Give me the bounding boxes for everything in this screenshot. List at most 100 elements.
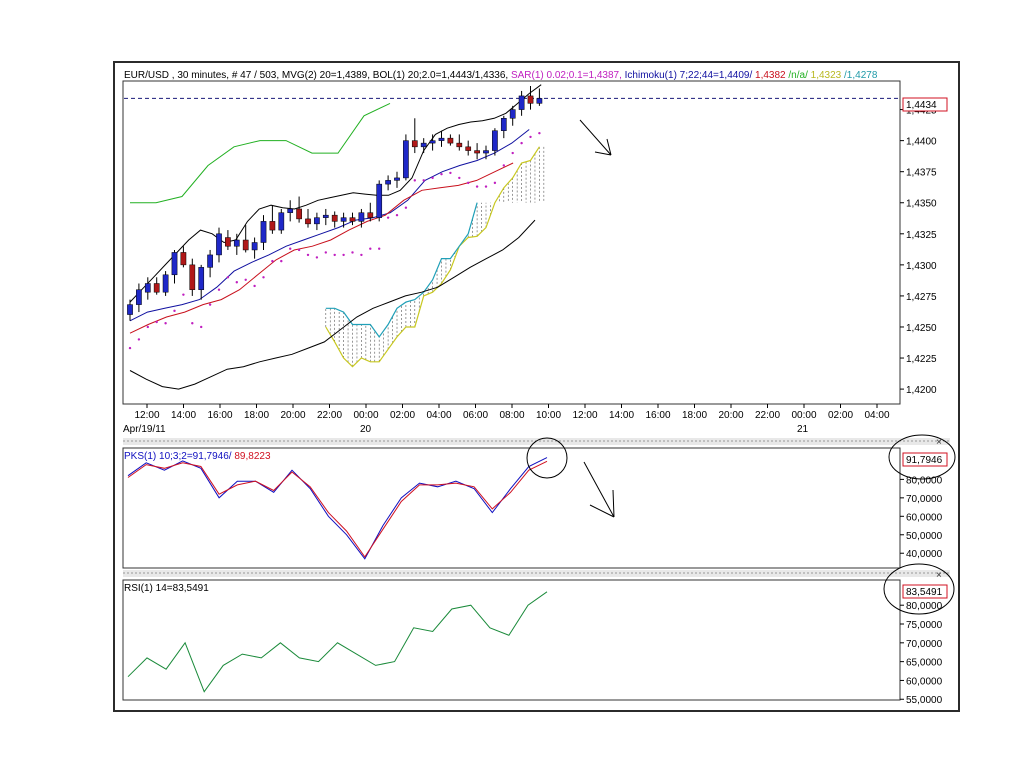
sar-dot [315,256,319,259]
close-rsi-panel-icon[interactable]: × [936,570,942,581]
time-tick-label: 18:00 [244,410,269,421]
header-ichimoku-kijun: 1,4382 [755,70,786,81]
senkou-span-b-line [325,202,478,338]
time-tick-label: 04:00 [426,410,451,421]
sar-dot [520,141,523,145]
sar-dot [208,303,212,306]
sar-dot [511,151,514,155]
candle-up [207,254,213,268]
time-tick-label: 22:00 [317,410,342,421]
pks-value-box [902,452,948,467]
candle-up [385,180,391,185]
rsi-tick-label: 70,0000 [906,639,943,650]
price-tick-label: 1,4200 [906,385,937,396]
candle-up [492,130,498,151]
candle-up [322,214,329,218]
rsi-tick-label: 60,0000 [906,676,943,687]
sar-dot [369,247,372,250]
rsi-plot-layer: 80,0000 75,0000 70,0000 65,0000 60,0000 55,00… [127,591,943,706]
sar-dot [395,213,399,217]
rsi-tick-label: 75,0000 [906,620,943,631]
time-tick-label: 00:00 [353,410,378,421]
sar-dot [440,172,443,176]
sar-dot [289,247,292,250]
candle-up [287,208,294,213]
annotation-circle-pks-peak [526,437,568,479]
last-price-box [902,97,948,112]
price-tick-label: 1,4250 [906,323,937,334]
header-bol: BOL(1) 20;2.0=1,4443/1,4336, [373,70,508,81]
time-tick-label: 12:00 [572,410,597,421]
candle-up [420,142,427,148]
candle-up [136,289,142,305]
sar-dot [226,276,230,279]
pks-tick-label: 50,0000 [906,531,943,542]
sar-dot [502,164,505,167]
candle-down [465,146,472,151]
senkou-span-a-line [325,146,540,368]
candle-down [180,252,187,266]
sar-dot [128,346,132,350]
candle-down [447,137,454,144]
rsi-label: RSI(1) 14=83,5491 [124,583,209,594]
sar-dot [253,284,256,288]
chikou-span-line [130,102,391,204]
sar-dot [182,293,185,296]
time-tick-label: 14:00 [609,410,634,421]
date-label-next: 21 [797,424,809,435]
candle-up [314,217,320,225]
pks-label-d: 89,8223 [234,451,271,462]
sar-dot [342,253,345,257]
pks-tick-label: 40,0000 [906,549,943,560]
header-bars: # 47 / 503, [232,70,279,81]
annotation-arrow-pks [583,461,615,518]
header-sar: SAR(1) 0.02;0.1=1,4387, [511,70,622,81]
candle-down [349,217,356,222]
candle-down [305,218,311,225]
price-tick-label: 1,4325 [906,230,937,241]
candle-up [509,109,516,119]
rsi-value-label: 83,5491 [906,587,943,598]
close-pks-panel-icon[interactable]: × [936,437,942,448]
time-tick-label: 10:00 [536,410,561,421]
sar-dot [324,251,327,254]
time-tick-label: 04:00 [864,410,889,421]
sar-dot [333,253,336,257]
annotation-circle-rsi-value [883,563,955,615]
sar-dot [431,176,434,180]
price-tick-label: 1,4350 [906,199,937,210]
sar-dot [173,309,176,313]
time-tick-label: 20:00 [718,410,743,421]
sar-dot [386,216,390,219]
annotation-circle-pks-value [888,434,956,480]
time-tick-label: 02:00 [828,410,853,421]
candle-down [189,264,196,290]
sar-dot [235,281,238,284]
time-tick-label: 16:00 [645,410,670,421]
sar-dot [538,131,541,135]
sar-dot [360,253,363,257]
candle-down [474,150,480,154]
candle-up [198,267,205,290]
sar-dot [378,247,381,250]
candle-up [438,137,445,141]
time-tick-label: 00:00 [791,410,816,421]
rsi-panel [122,579,901,701]
rsi-series-line [127,591,548,693]
rsi-value-box [902,584,948,599]
tenkan-sen-line [129,129,530,322]
candle-up [376,183,383,218]
pks-label-k: PKS(1) 10;3;2=91,7946/ [124,451,232,462]
sar-dot [262,276,265,279]
time-tick-label: 14:00 [171,410,196,421]
candle-down [225,237,231,247]
chart-header: EUR/USD , 30 minutes, # 47 / 503, MVG(2)… [124,70,878,81]
price-tick-label: 1,4400 [906,137,937,148]
candle-up [340,217,347,222]
sar-dot [200,325,203,329]
candle-down [411,140,418,148]
candle-up [278,212,285,231]
sar-dot [137,338,141,341]
header-ichimoku-senkou-a: 1,4323 [811,70,842,81]
